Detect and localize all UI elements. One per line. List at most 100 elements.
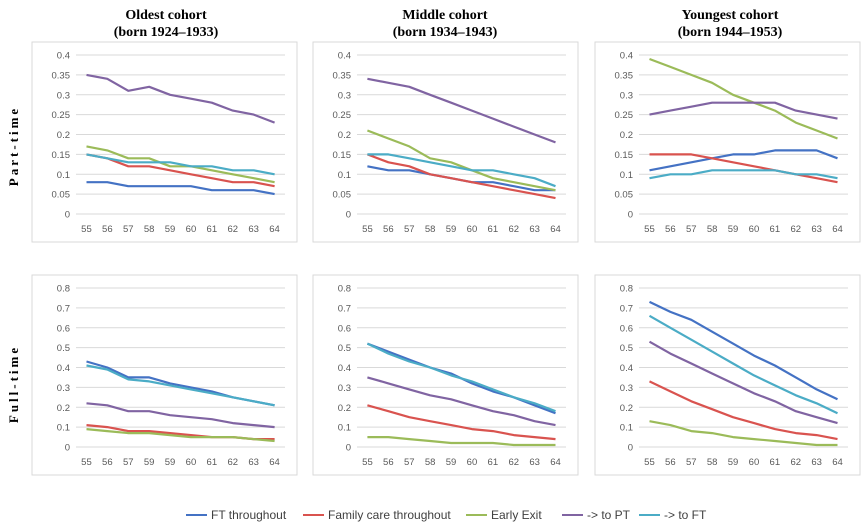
x-tick-label: 60 [186, 224, 197, 235]
y-tick-label: 0.15 [615, 150, 634, 161]
x-tick-label: 58 [144, 224, 155, 235]
series-line-to-pt [367, 376, 556, 427]
x-tick-label: 64 [832, 224, 843, 235]
x-tick-label: 60 [467, 457, 478, 468]
x-tick-label: 57 [404, 457, 415, 468]
y-tick-label: 0.4 [620, 51, 633, 62]
x-tick-label: 64 [832, 457, 843, 468]
y-tick-label: 0.4 [338, 363, 351, 374]
panel-frame [31, 41, 298, 243]
panel-part-time-middle: 0 0.05 0.1 0.15 0.2 0.25 0.3 0.35 0.4 55 56 57 58 59 6… [312, 41, 579, 243]
series-line-to-ft [649, 169, 838, 180]
x-tick-label: 59 [728, 457, 739, 468]
y-tick-label: 0.7 [57, 303, 70, 314]
series-line-early-exit [649, 57, 838, 140]
series-line-early-exit [649, 420, 838, 447]
series-line-to-pt [86, 402, 275, 429]
y-tick-label: 0.15 [333, 150, 352, 161]
y-tick-label: 0.3 [620, 90, 633, 101]
x-tick-label: 60 [749, 224, 760, 235]
y-tick-label: 0.8 [620, 284, 633, 295]
x-tick-label: 62 [227, 457, 238, 468]
y-tick-label: 0.3 [620, 383, 633, 394]
panel-full-time-youngest: 0 0.1 0.2 0.3 0.4 0.5 0.6 0.7 0.8 55 56 57 58 59 60 61 6… [594, 274, 861, 476]
x-tick-label: 59 [728, 224, 739, 235]
column-title-middle-line1: Middle cohort [402, 8, 487, 23]
y-tick-label: 0.4 [57, 363, 70, 374]
y-tick-label: 0.35 [333, 70, 352, 81]
y-tick-label: 0.6 [338, 323, 351, 334]
column-title-oldest-line1: Oldest cohort [125, 8, 207, 23]
series-line-family-care-throughout [86, 153, 275, 188]
series-line-early-exit [367, 436, 556, 447]
x-tick-label: 55 [81, 224, 92, 235]
y-tick-label: 0.1 [338, 423, 351, 434]
y-tick-label: 0.8 [57, 284, 70, 295]
x-tick-label: 55 [81, 457, 92, 468]
series-line-family-care-throughout [367, 153, 556, 200]
y-tick-label: 0.3 [57, 383, 70, 394]
y-tick-label: 0.05 [52, 190, 71, 201]
y-tick-label: 0 [628, 443, 633, 454]
series-line-ft-throughout [649, 149, 838, 172]
x-tick-label: 59 [144, 457, 155, 468]
x-tick-label: 58 [707, 457, 718, 468]
series-line-family-care-throughout [367, 404, 556, 441]
y-tick-label: 0.25 [52, 110, 71, 121]
y-tick-label: 0 [346, 443, 351, 454]
x-tick-label: 57 [686, 457, 697, 468]
legend-label-ft-throughout: FT throughout [211, 508, 287, 522]
x-tick-label: 60 [467, 224, 478, 235]
y-tick-label: 0.5 [57, 343, 70, 354]
y-tick-label: 0.05 [333, 190, 352, 201]
series-line-to-ft [648, 314, 838, 415]
x-tick-label: 61 [770, 457, 781, 468]
y-tick-label: 0.25 [333, 110, 352, 121]
x-tick-label: 58 [707, 224, 718, 235]
y-tick-label: 0.35 [615, 70, 634, 81]
legend-label-to-pt: -> to PT [587, 508, 631, 522]
panel-part-time-oldest: 0 0.05 0.1 0.15 0.2 0.25 0.3 0.35 0.4 55 56 57 58 59 6… [31, 41, 298, 243]
series-line-to-ft [86, 153, 275, 176]
series-line-to-ft [367, 153, 556, 188]
x-tick-label: 55 [644, 457, 655, 468]
series-line-early-exit [86, 145, 275, 184]
x-tick-label: 56 [383, 224, 394, 235]
column-title-youngest-line2: (born 1944–1953) [678, 25, 783, 40]
series-line-to-pt [86, 73, 275, 124]
panel-part-time-youngest: 0 0.05 0.1 0.15 0.2 0.25 0.3 0.35 0.4 55 56 57 58 59 6… [594, 41, 861, 243]
series-line-ft-throughout [649, 300, 838, 401]
x-tick-label: 60 [749, 457, 760, 468]
series-line-to-ft [86, 364, 275, 407]
x-tick-label: 63 [811, 457, 822, 468]
series-line-to-pt [648, 340, 838, 425]
x-tick-label: 57 [123, 457, 134, 468]
column-title-oldest-line2: (born 1924–1933) [114, 25, 219, 40]
x-tick-label: 63 [248, 457, 259, 468]
y-tick-label: 0 [65, 210, 70, 221]
y-tick-label: 0.3 [338, 90, 351, 101]
y-tick-label: 0.35 [52, 70, 71, 81]
y-tick-label: 0.1 [620, 170, 633, 181]
series-line-to-ft [366, 342, 556, 413]
y-tick-label: 0.5 [620, 343, 633, 354]
y-tick-label: 0.2 [620, 130, 633, 141]
column-title-youngest-line1: Youngest cohort [682, 8, 779, 23]
y-tick-label: 0.5 [338, 343, 351, 354]
x-tick-label: 59 [446, 224, 457, 235]
x-tick-label: 64 [269, 224, 280, 235]
x-tick-label: 57 [123, 224, 134, 235]
x-tick-label: 57 [404, 224, 415, 235]
row-label-part-time: Part-time [6, 106, 21, 186]
x-tick-label: 62 [508, 224, 519, 235]
panel-full-time-middle: 0 0.1 0.2 0.3 0.4 0.5 0.6 0.7 0.8 55 56 57 58 59 60 61 6… [312, 274, 579, 476]
y-tick-label: 0 [628, 210, 633, 221]
x-tick-label: 55 [362, 457, 373, 468]
x-tick-label: 55 [362, 224, 373, 235]
y-tick-label: 0.2 [338, 130, 351, 141]
x-tick-label: 64 [269, 457, 280, 468]
y-tick-label: 0.1 [338, 170, 351, 181]
y-tick-label: 0.3 [338, 383, 351, 394]
panel-frame [31, 274, 298, 476]
panel-full-time-oldest: 0 0.1 0.2 0.3 0.4 0.5 0.6 0.7 0.8 55 56 57 59 59 60 61 6… [31, 274, 298, 476]
